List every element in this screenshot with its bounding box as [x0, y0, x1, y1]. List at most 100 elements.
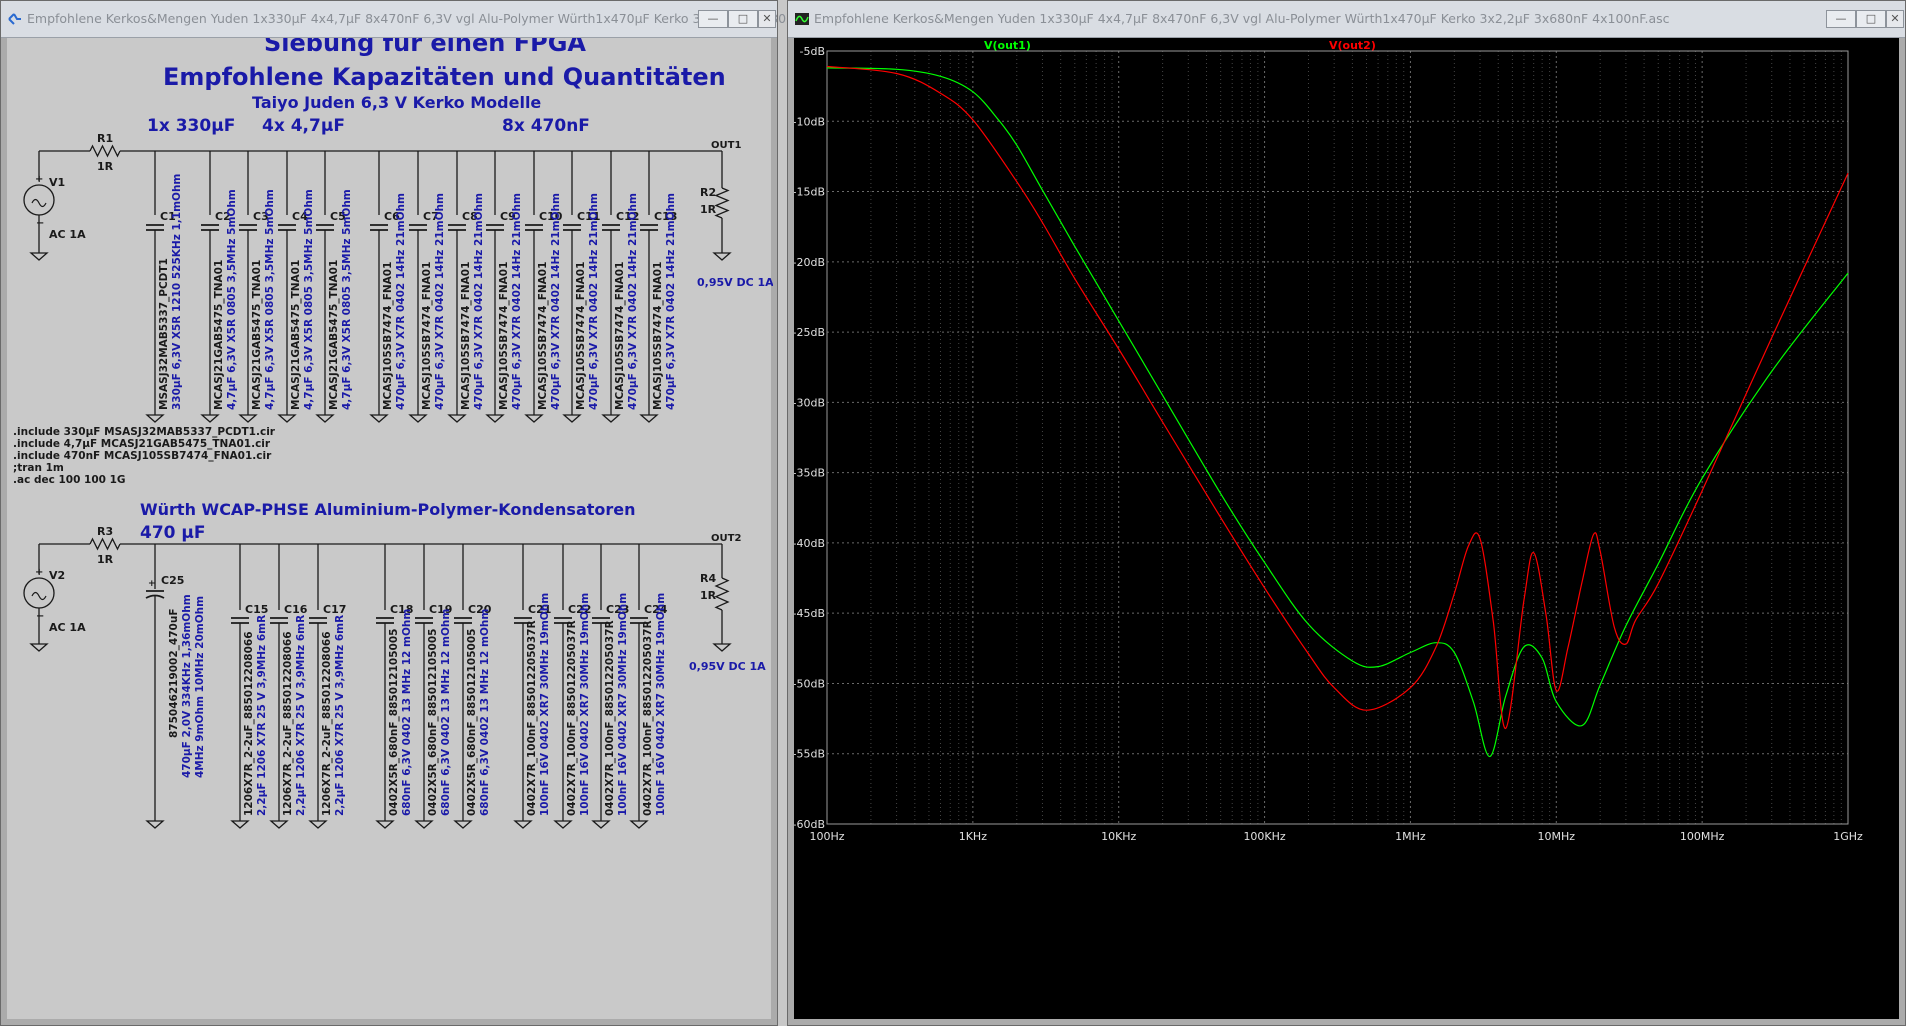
x-tick-label: 100KHz	[1243, 830, 1285, 843]
capacitor-c18-model: 0402X5R_680nF_885012105005	[388, 629, 400, 816]
capacitor-c4-ground	[277, 414, 297, 423]
capacitor-c22-ground	[553, 820, 573, 829]
capacitor-c9-model: MCASJ105SB7474_FNA01	[498, 262, 510, 410]
schematic-drawing[interactable]: Siebung für einen FPGA Empfohlene Kapazit…	[7, 29, 774, 1021]
waveform-window-title: Empfohlene Kerkos&Mengen Yuden 1x330µF 4…	[814, 11, 1670, 26]
capacitor-c16-model: 1206X7R_2-2uF_885012208066	[282, 632, 294, 817]
capacitor-c20-ref: C20	[468, 603, 492, 616]
capacitor-c22-model: 0402X7R_100nF_885012205037R	[566, 620, 578, 816]
r1-name: R1	[97, 132, 113, 145]
capacitor-c15-ground	[230, 820, 250, 829]
group-470uF: 470 µF	[140, 523, 206, 543]
schematic-window: Empfohlene Kerkos&Mengen Yuden 1x330µF 4…	[0, 0, 883, 1026]
minimize-button[interactable]: —	[698, 10, 728, 28]
v1-name: V1	[49, 176, 65, 189]
schematic-titlebar[interactable]: Empfohlene Kerkos&Mengen Yuden 1x330µF 4…	[1, 1, 883, 38]
c25-plate-curved	[145, 594, 165, 599]
capacitor-c15-model: 1206X7R_2-2uF_885012208066	[243, 632, 255, 817]
capacitor-c11-ground	[562, 414, 582, 423]
capacitor-c8-ground	[447, 414, 467, 423]
heading-wurth: Würth WCAP-PHSE Aluminium-Polymer-Konden…	[140, 500, 636, 519]
capacitor-c20-model: 0402X5R_680nF_885012105005	[466, 629, 478, 816]
capacitor-c6-ref: C6	[384, 210, 400, 223]
minimize-button[interactable]: —	[1826, 10, 1856, 28]
heading-taiyo-yuden: Taiyo Juden 6,3 V Kerko Modelle	[252, 93, 541, 112]
r4-ground	[712, 643, 732, 652]
capacitor-c4-model: MCASJ21GAB5475_TNA01	[290, 260, 302, 410]
y-tick-label: -15dB	[794, 186, 825, 199]
capacitor-c25-model: 875046219002_470uF	[168, 609, 180, 739]
r3-value: 1R	[97, 553, 114, 566]
capacitor-c23-ref: C23	[606, 603, 629, 616]
c25-polarity: +	[148, 579, 156, 589]
close-button[interactable]: ✕	[758, 10, 776, 28]
capacitor-c25-desc: 4MHz 9mOhm 10MHz 20mOhm	[194, 596, 206, 778]
capacitor-c2-desc: 4,7µF 6,3V X5R 0805 3,5MHz 5mOhm	[226, 189, 238, 410]
resistor-r1	[89, 144, 121, 158]
capacitor-c10-ref: C10	[539, 210, 563, 223]
capacitor-c10-ground	[524, 414, 544, 423]
r2-ground	[712, 252, 732, 261]
voltage-source-v1	[23, 184, 55, 216]
net-out2: OUT2	[711, 533, 741, 544]
waveform-titlebar[interactable]: Empfohlene Kerkos&Mengen Yuden 1x330µF 4…	[788, 1, 1905, 38]
maximize-button[interactable]: □	[728, 10, 758, 28]
voltage-source-v2-minus: −	[36, 611, 44, 622]
capacitor-c16-ref: C16	[284, 603, 308, 616]
capacitor-c3-model: MCASJ21GAB5475_TNA01	[251, 260, 263, 410]
waveform-window: Empfohlene Kerkos&Mengen Yuden 1x330µF 4…	[787, 0, 1906, 1026]
voltage-source-v1-wave	[31, 198, 47, 208]
capacitor-c3-ref: C3	[253, 210, 269, 223]
close-button[interactable]: ✕	[1886, 10, 1904, 28]
r2-name: R2	[700, 186, 716, 199]
y-tick-label: -35dB	[794, 467, 825, 480]
capacitor-c20-desc: 680nF 6,3V 0402 13 MHz 12 mOhm	[479, 609, 491, 816]
waveform-canvas[interactable]: 100Hz 1KHz 10KHz 100KHz 1MHz 10MHz 100MHz 1GHz -…	[793, 38, 1901, 1021]
capacitor-c7-ref: C7	[423, 210, 439, 223]
capacitor-c2-ground	[200, 414, 220, 423]
y-tick-label: -40dB	[794, 537, 825, 550]
capacitor-c17-desc: 2,2µF 1206 X7R 25 V 3,9MHz 6mR	[334, 615, 346, 816]
capacitor-c16-desc: 2,2µF 1206 X7R 25 V 3,9MHz 6mR	[295, 615, 307, 816]
capacitor-c6-model: MCASJ105SB7474_FNA01	[382, 262, 394, 410]
capacitor-c8-ref: C8	[462, 210, 478, 223]
resistor-r3	[89, 537, 121, 551]
capacitor-c12-desc: 470µF 6,3V X7R 0402 14Hz 21mOhm	[627, 193, 639, 410]
waveform-plot[interactable]: 100Hz 1KHz 10KHz 100KHz 1MHz 10MHz 100MHz 1GHz -…	[793, 38, 1901, 1021]
capacitor-c12-model: MCASJ105SB7474_FNA01	[614, 262, 626, 410]
capacitor-c23-desc: 100nF 16V 0402 XR7 30MHz 19mOhm	[617, 593, 629, 816]
schematic-canvas[interactable]: Siebung für einen FPGA Empfohlene Kapazit…	[7, 29, 774, 1021]
resistor-r4	[714, 577, 730, 611]
voltage-source-v1-minus: −	[36, 218, 44, 229]
maximize-button[interactable]: □	[1856, 10, 1886, 28]
capacitor-c10-desc: 470µF 6,3V X7R 0402 14Hz 21mOhm	[550, 193, 562, 410]
v1-ground	[29, 252, 49, 261]
capacitor-c13-ref: C13	[654, 210, 677, 223]
x-tick-label: 100MHz	[1680, 830, 1725, 843]
capacitor-c1-model: MSASJ32MAB5337_PCDT1	[158, 258, 170, 410]
net-out1: OUT1	[711, 140, 741, 151]
capacitor-c2-ref: C2	[215, 210, 231, 223]
capacitor-c21-ground	[513, 820, 533, 829]
v2-name: V2	[49, 569, 65, 582]
capacitor-c5-ground	[315, 414, 335, 423]
schematic-window-title: Empfohlene Kerkos&Mengen Yuden 1x330µF 4…	[27, 11, 883, 26]
capacitor-c11-model: MCASJ105SB7474_FNA01	[575, 262, 587, 410]
capacitor-c13-ground	[639, 414, 659, 423]
capacitor-c10-model: MCASJ105SB7474_FNA01	[537, 262, 549, 410]
y-tick-label: -20dB	[794, 256, 825, 269]
plot-frame	[826, 50, 1849, 825]
voltage-source-v1-plus: +	[35, 174, 43, 185]
series-line-vout1	[826, 67, 1849, 758]
y-tick-label: -50dB	[794, 677, 825, 690]
x-tick-label: 1MHz	[1395, 830, 1426, 843]
capacitor-c16-ground	[269, 820, 289, 829]
capacitor-c21-ref: C21	[528, 603, 551, 616]
capacitor-c25-ref: C25	[161, 574, 184, 587]
heading-fpga: Siebung für einen FPGA	[264, 38, 586, 57]
capacitor-c13-desc: 470µF 6,3V X7R 0402 14Hz 21mOhm	[665, 193, 677, 410]
voltage-source-v2-wave	[31, 591, 47, 601]
capacitor-c3-desc: 4,7µF 6,3V X5R 0805 3,5MHz 5mOhm	[264, 189, 276, 410]
c25-ground	[145, 820, 165, 829]
series-line-vout2	[826, 65, 1849, 730]
